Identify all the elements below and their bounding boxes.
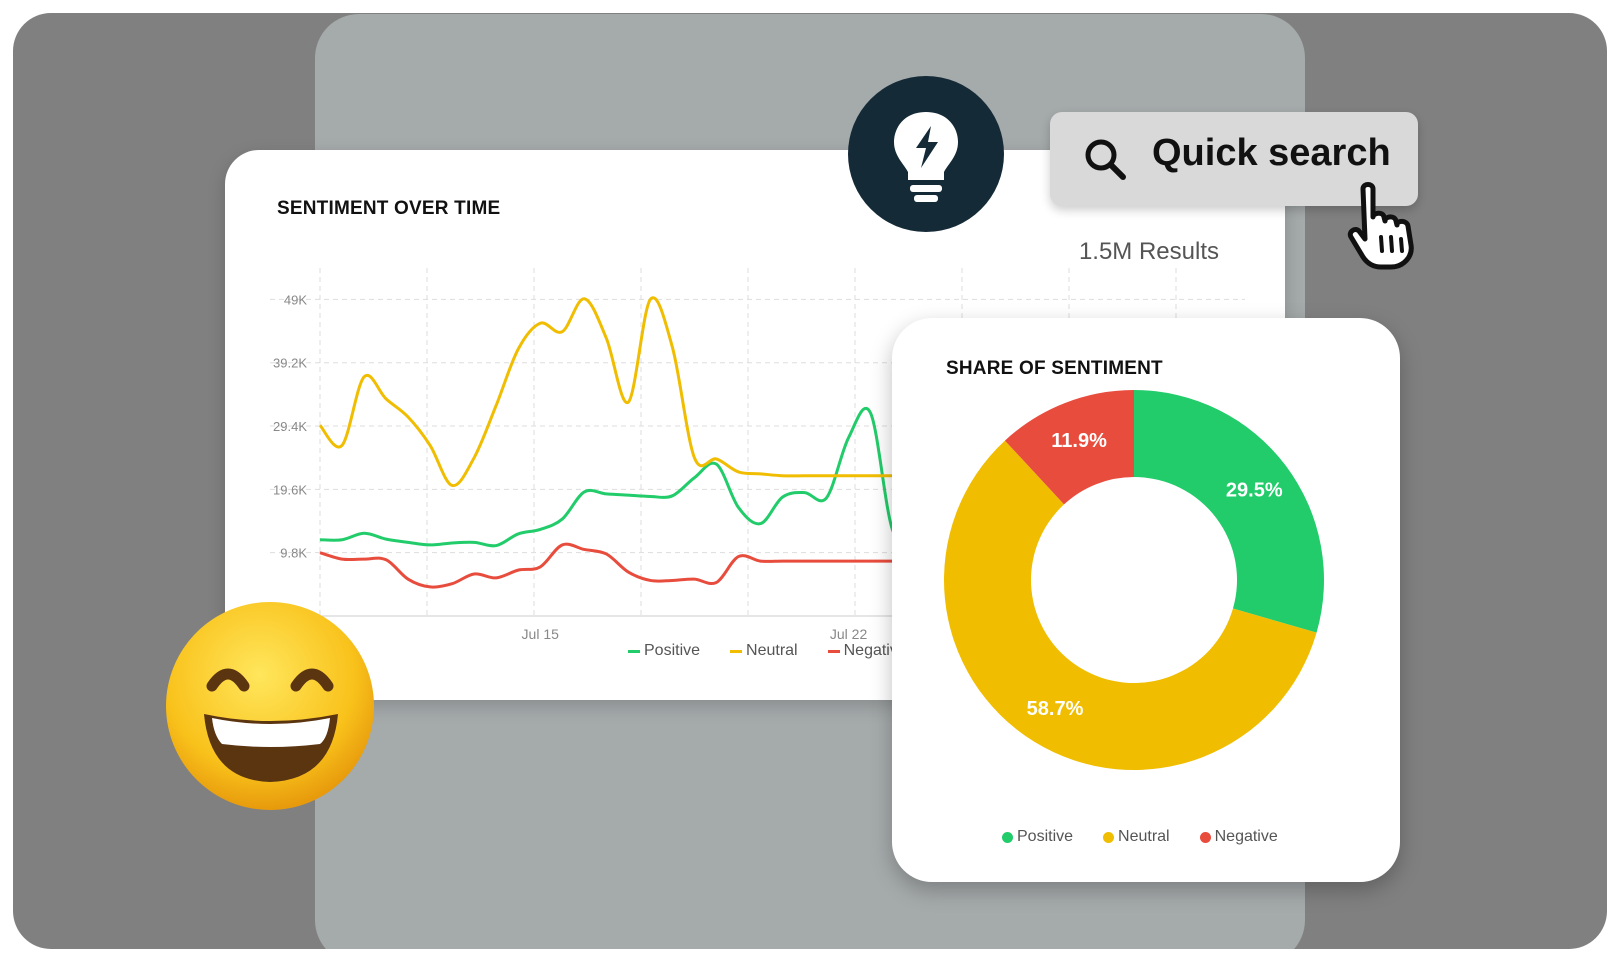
legend-label: Negative — [1214, 828, 1278, 845]
share-of-sentiment-card: SHARE OF SENTIMENT 29.5% 58.7% 11.9% Posit… — [892, 318, 1400, 882]
results-count: 1.5M Results — [1078, 238, 1219, 265]
legend-label: Positive — [1017, 828, 1074, 845]
pie-chart-legend: Positive Neutral Negative — [1002, 828, 1278, 846]
y-tick-label: 29.4K — [273, 419, 307, 434]
grinning-face-emoji — [166, 602, 374, 810]
legend-swatch — [628, 649, 640, 653]
quick-search-button[interactable]: Quick search — [1050, 112, 1418, 206]
donut-slices — [944, 390, 1324, 770]
pie-chart-title: SHARE OF SENTIMENT — [946, 358, 1163, 379]
hand-pointer-icon — [1347, 182, 1414, 270]
legend-label: Negative — [843, 642, 907, 659]
donut-slice-negative — [1004, 390, 1134, 505]
y-tick-label: 49K — [284, 292, 307, 307]
y-tick-label: 39.2K — [273, 356, 307, 371]
line-chart-legend: Positive Neutral Negative — [628, 642, 907, 660]
donut-value-label: 58.7% — [1027, 698, 1084, 720]
legend-item-negative[interactable]: Negative — [827, 642, 907, 660]
legend-label: Neutral — [746, 642, 798, 659]
legend-swatch — [827, 649, 840, 653]
donut-chart: 29.5% 58.7% 11.9% — [944, 390, 1324, 770]
x-tick-label: Jul 15 — [522, 626, 560, 642]
y-tick-label: 19.6K — [273, 482, 307, 497]
lightbulb-badge — [848, 76, 1004, 232]
donut-slice-positive — [1134, 390, 1324, 633]
y-axis-ticks: 49K 39.2K 29.4K 19.6K 9.8K — [273, 292, 307, 560]
legend-swatch — [1103, 831, 1115, 843]
legend-label: Positive — [644, 642, 701, 659]
legend-item-negative[interactable]: Negative — [1199, 828, 1278, 846]
legend-swatch — [1199, 831, 1211, 843]
x-tick-label: Jul 22 — [830, 626, 868, 642]
legend-swatch — [730, 649, 743, 653]
search-icon — [1085, 139, 1126, 180]
legend-item-neutral[interactable]: Neutral — [1103, 828, 1170, 846]
lightbulb-lightning-icon — [894, 112, 958, 202]
donut-value-label: 29.5% — [1226, 480, 1283, 502]
x-axis-ticks: Jul 15 Jul 22 — [522, 626, 868, 642]
quick-search-label: Quick search — [1152, 132, 1391, 174]
donut-value-labels: 29.5% 58.7% 11.9% — [1027, 430, 1283, 720]
donut-value-label: 11.9% — [1051, 430, 1107, 452]
y-tick-label: 9.8K — [280, 546, 307, 561]
legend-swatch — [1002, 831, 1013, 843]
legend-item-positive[interactable]: Positive — [1002, 828, 1073, 846]
legend-item-neutral[interactable]: Neutral — [730, 642, 798, 660]
legend-item-positive[interactable]: Positive — [628, 642, 700, 660]
line-chart-title: SENTIMENT OVER TIME — [277, 198, 501, 219]
donut-slice-neutral — [944, 440, 1317, 770]
legend-label: Neutral — [1118, 828, 1170, 845]
